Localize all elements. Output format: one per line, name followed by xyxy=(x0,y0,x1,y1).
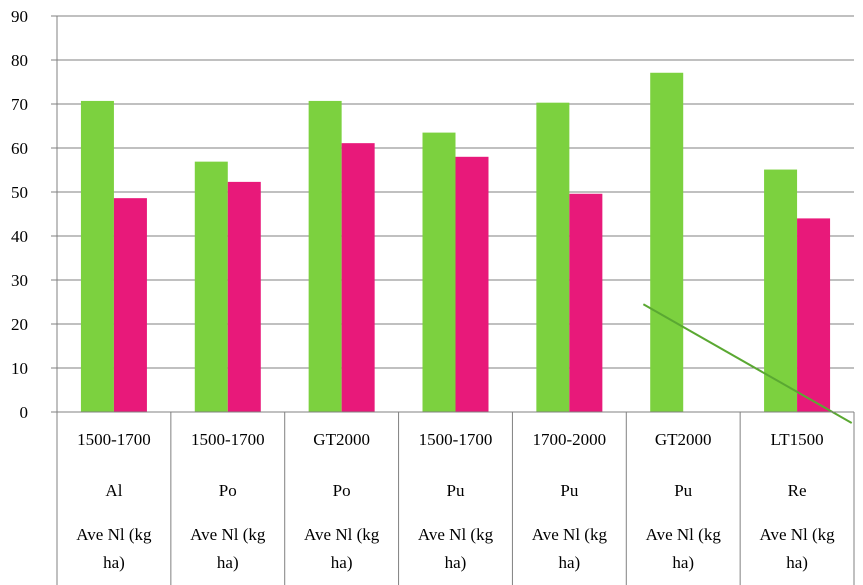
axes xyxy=(51,15,854,413)
category-label: Po xyxy=(219,481,237,500)
bar xyxy=(80,100,114,413)
category-label: 1500-1700 xyxy=(191,430,265,449)
bar xyxy=(797,218,831,412)
bar xyxy=(569,193,603,412)
category-label: ha) xyxy=(217,553,239,572)
category-table: 1500-1700 Al Ave Nl (kg ha) 1500-1700 Po Ave N… xyxy=(56,412,855,585)
category-label: ha) xyxy=(331,553,353,572)
y-tick-label: 70 xyxy=(11,95,28,114)
category-label: 1500-1700 xyxy=(77,430,151,449)
bar xyxy=(194,161,228,412)
bar xyxy=(764,169,798,412)
category-label: GT2000 xyxy=(655,430,712,449)
category-label: 1500-1700 xyxy=(419,430,493,449)
category-label: Ave Nl (kg xyxy=(190,525,266,544)
trendline-segment xyxy=(642,303,853,424)
y-tick-label: 0 xyxy=(20,403,29,422)
bar xyxy=(227,181,261,412)
bar xyxy=(536,102,570,413)
y-tick-label: 90 xyxy=(11,7,28,26)
category-label: ha) xyxy=(786,553,808,572)
category-label: ha) xyxy=(103,553,125,572)
category-label: ha) xyxy=(445,553,467,572)
y-tick-label: 30 xyxy=(11,271,28,290)
category-label: Ave Nl (kg xyxy=(759,525,835,544)
category-label: Po xyxy=(333,481,351,500)
y-tick-label: 40 xyxy=(11,227,28,246)
y-tick-label: 10 xyxy=(11,359,28,378)
category-label: Ave Nl (kg xyxy=(304,525,380,544)
category-label: Ave Nl (kg xyxy=(418,525,494,544)
bars xyxy=(80,72,831,413)
bar xyxy=(113,198,147,412)
category-label: Pu xyxy=(560,481,578,500)
bar xyxy=(422,132,456,412)
category-label: Al xyxy=(105,481,122,500)
bar xyxy=(341,143,375,412)
category-label: Ave Nl (kg xyxy=(532,525,608,544)
y-tick-label: 50 xyxy=(11,183,28,202)
category-label: Re xyxy=(788,481,807,500)
category-label: Pu xyxy=(447,481,465,500)
bar xyxy=(455,156,489,412)
bar xyxy=(650,72,684,412)
bar xyxy=(308,100,342,413)
category-label: ha) xyxy=(672,553,694,572)
y-tick-label: 20 xyxy=(11,315,28,334)
y-tick-label: 60 xyxy=(11,139,28,158)
trendline xyxy=(642,303,853,424)
category-label: Ave Nl (kg xyxy=(646,525,722,544)
y-tick-label: 80 xyxy=(11,51,28,70)
y-tick-labels: 0 10 20 30 40 50 60 70 80 90 xyxy=(11,7,28,422)
category-label: 1700-2000 xyxy=(533,430,607,449)
category-label: LT1500 xyxy=(770,430,823,449)
category-label: ha) xyxy=(558,553,580,572)
category-label: Ave Nl (kg xyxy=(76,525,152,544)
category-label: Pu xyxy=(674,481,692,500)
category-label: GT2000 xyxy=(313,430,370,449)
